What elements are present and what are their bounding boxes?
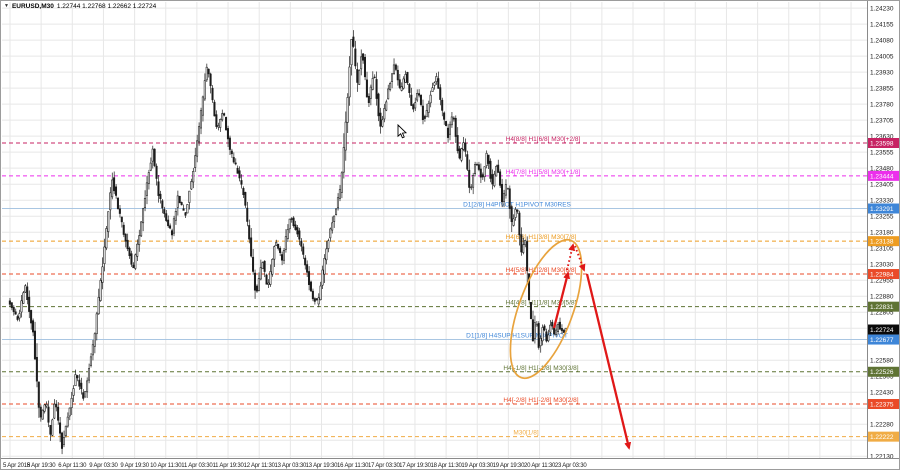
svg-text:1.23405: 1.23405 <box>870 182 894 189</box>
svg-text:1.23705: 1.23705 <box>870 118 894 125</box>
trade-annotations[interactable] <box>496 231 632 450</box>
forecast-arrow[interactable] <box>552 271 571 329</box>
svg-text:9 Apr 03:30: 9 Apr 03:30 <box>89 463 118 469</box>
svg-text:1.22130: 1.22130 <box>870 454 894 461</box>
svg-text:1.24155: 1.24155 <box>870 22 894 29</box>
svg-text:18 Apr 11:30: 18 Apr 11:30 <box>431 463 463 469</box>
svg-text:1.23555: 1.23555 <box>870 150 894 157</box>
svg-text:6 Apr 11:30: 6 Apr 11:30 <box>58 463 87 469</box>
svg-text:H4[4/8] H1[1/8] M30[5/8]: H4[4/8] H1[1/8] M30[5/8] <box>506 300 577 307</box>
svg-text:17 Apr 19:30: 17 Apr 19:30 <box>399 463 431 469</box>
svg-text:23 Apr 03:30: 23 Apr 03:30 <box>555 463 587 469</box>
level-price-tags: 1.23598 1.23444 1.23291 1.23138 1.22984 1.228… <box>868 138 899 442</box>
svg-text:1.22375: 1.22375 <box>870 401 894 408</box>
svg-text:1.22831: 1.22831 <box>870 304 894 311</box>
svg-text:1.23030: 1.23030 <box>870 262 894 269</box>
chart-symbol-period: EURUSD,M30 <box>11 3 54 10</box>
axis-separators <box>1 1 899 459</box>
bid-price-tag <box>868 324 899 335</box>
svg-text:1.23630: 1.23630 <box>870 134 894 141</box>
chart-menu-icon[interactable]: ▼ <box>4 3 9 9</box>
svg-text:16 Apr 11:30: 16 Apr 11:30 <box>337 463 369 469</box>
price-axis-ticks: 1.24230 1.24155 1.24080 1.24005 1.23930 1.238… <box>870 6 894 461</box>
svg-text:1.24080: 1.24080 <box>870 38 894 45</box>
svg-text:11 Apr 19:30: 11 Apr 19:30 <box>212 463 244 469</box>
svg-text:1.23291: 1.23291 <box>870 206 894 213</box>
svg-text:1.22677: 1.22677 <box>870 337 894 344</box>
svg-text:1.23598: 1.23598 <box>870 140 894 147</box>
chart-ohlc-readout: 1.22744 1.22768 1.22662 1.22724 <box>56 3 157 10</box>
svg-text:13 Apr 19:30: 13 Apr 19:30 <box>306 463 338 469</box>
svg-text:1.22222: 1.22222 <box>870 434 894 441</box>
svg-text:1.23855: 1.23855 <box>870 86 894 93</box>
svg-text:1.24230: 1.24230 <box>870 6 894 13</box>
svg-text:D1[2/8] H4PIVOT H1PIVOT M30RES: D1[2/8] H4PIVOT H1PIVOT M30RES <box>463 202 571 209</box>
highlight-ellipse[interactable] <box>496 231 597 387</box>
svg-text:1.22280: 1.22280 <box>870 422 894 429</box>
svg-text:1.23780: 1.23780 <box>870 102 894 109</box>
svg-text:D1[1/8] H4SUP H1SUP M30PIVOT: D1[1/8] H4SUP H1SUP M30PIVOT <box>466 333 568 340</box>
svg-text:1.24005: 1.24005 <box>870 54 894 61</box>
svg-text:1.23105: 1.23105 <box>870 246 894 253</box>
svg-text:M30[1/8]: M30[1/8] <box>513 430 538 437</box>
svg-text:1.23138: 1.23138 <box>870 239 894 246</box>
svg-text:19 Apr 03:30: 19 Apr 03:30 <box>461 463 493 469</box>
svg-text:19 Apr 19:30: 19 Apr 19:30 <box>493 463 525 469</box>
svg-text:1.22805: 1.22805 <box>870 310 894 317</box>
svg-text:H4[6/8] H1[3/8] M30[7/8]: H4[6/8] H1[3/8] M30[7/8] <box>506 234 577 241</box>
svg-text:1.23444: 1.23444 <box>870 173 894 180</box>
murrey-level-lines <box>2 142 867 438</box>
svg-text:10 Apr 11:30: 10 Apr 11:30 <box>150 463 182 469</box>
svg-text:1.23255: 1.23255 <box>870 214 894 221</box>
price-axis-strip <box>867 1 899 469</box>
svg-text:1.23330: 1.23330 <box>870 198 894 205</box>
murrey-level-labels: H4[8/8] H1[6/8] M30[+2/8] H4[7/8] H1[5/8]… <box>463 136 580 437</box>
svg-text:1.22526: 1.22526 <box>870 369 894 376</box>
svg-text:1.22880: 1.22880 <box>870 294 894 301</box>
svg-text:1.22955: 1.22955 <box>870 278 894 285</box>
svg-text:1.23930: 1.23930 <box>870 70 894 77</box>
svg-text:17 Apr 03:30: 17 Apr 03:30 <box>368 463 400 469</box>
svg-text:1.22505: 1.22505 <box>870 374 894 381</box>
svg-text:1.23480: 1.23480 <box>870 166 894 173</box>
svg-text:5 Apr 19:30: 5 Apr 19:30 <box>27 463 56 469</box>
svg-text:20 Apr 11:30: 20 Apr 11:30 <box>524 463 556 469</box>
time-axis-strip <box>1 458 899 469</box>
svg-text:12 Apr 11:30: 12 Apr 11:30 <box>244 463 276 469</box>
svg-text:1.22724: 1.22724 <box>870 327 894 334</box>
forecast-arrow[interactable] <box>574 245 586 272</box>
candlesticks <box>8 30 567 455</box>
forecast-arrow[interactable] <box>585 273 632 450</box>
svg-text:H4[-2/8] H1[-2/8] M30[2/8]: H4[-2/8] H1[-2/8] M30[2/8] <box>503 397 578 404</box>
svg-text:13 Apr 03:30: 13 Apr 03:30 <box>275 463 307 469</box>
chart-title: ▼ EURUSD,M30 1.22744 1.22768 1.22662 1.2… <box>4 3 156 10</box>
forecast-arrow[interactable] <box>566 243 576 271</box>
svg-text:1.22580: 1.22580 <box>870 358 894 365</box>
svg-text:1.22984: 1.22984 <box>870 271 894 278</box>
svg-text:9 Apr 19:30: 9 Apr 19:30 <box>120 463 149 469</box>
svg-text:H4[5/8] H1[2/8] M30[6/8]: H4[5/8] H1[2/8] M30[6/8] <box>506 267 577 274</box>
svg-text:H4[7/8] H1[5/8] M30[+1/8]: H4[7/8] H1[5/8] M30[+1/8] <box>506 169 581 176</box>
svg-text:H4[8/8] H1[6/8] M30[+2/8]: H4[8/8] H1[6/8] M30[+2/8] <box>506 136 581 143</box>
svg-text:H4[-1/8] H1[-1/8] M30[3/8]: H4[-1/8] H1[-1/8] M30[3/8] <box>503 365 578 372</box>
svg-text:5 Apr 2018: 5 Apr 2018 <box>3 463 31 469</box>
mouse-cursor <box>397 123 408 139</box>
svg-text:11 Apr 03:30: 11 Apr 03:30 <box>181 463 213 469</box>
svg-text:1.23180: 1.23180 <box>870 230 894 237</box>
svg-text:1.22430: 1.22430 <box>870 390 894 397</box>
